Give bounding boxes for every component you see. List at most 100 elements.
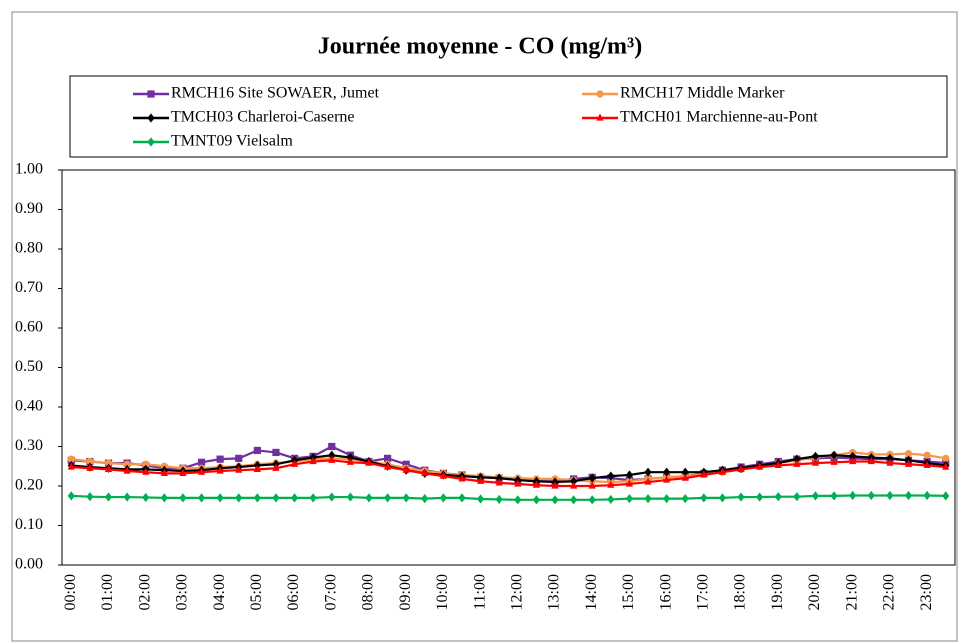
data-point	[923, 460, 931, 469]
y-tick-label: 0.70	[15, 279, 43, 296]
data-point	[197, 467, 206, 475]
legend-label: RMCH16 Site SOWAER, Jumet	[171, 85, 380, 102]
data-point	[625, 479, 634, 487]
data-point	[570, 481, 578, 489]
data-point	[309, 493, 317, 503]
data-point	[179, 468, 187, 476]
data-point	[625, 470, 634, 480]
data-point	[681, 494, 689, 504]
data-point	[253, 446, 261, 455]
data-point	[700, 493, 708, 503]
data-point	[328, 492, 336, 502]
data-point	[830, 457, 838, 465]
data-point	[123, 460, 131, 468]
x-tick-label: 13:00	[546, 574, 563, 610]
data-point	[514, 495, 522, 505]
data-point	[402, 465, 410, 473]
data-point	[718, 467, 727, 475]
data-point	[160, 468, 168, 476]
data-point	[421, 494, 429, 504]
data-point	[383, 454, 392, 462]
y-tick-label: 0.30	[15, 437, 43, 454]
data-point	[849, 456, 857, 465]
data-point	[793, 492, 801, 502]
data-point	[235, 465, 243, 473]
data-point	[663, 475, 671, 483]
x-tick-label: 03:00	[174, 574, 191, 610]
data-point	[216, 466, 224, 474]
data-point	[942, 462, 950, 470]
x-tick-label: 09:00	[397, 574, 414, 610]
y-tick-label: 0.00	[15, 556, 43, 573]
data-point	[849, 451, 857, 461]
data-point	[123, 492, 131, 502]
legend-label: TMCH01 Marchienne-au-Pont	[620, 109, 818, 126]
x-tick-label: 21:00	[843, 574, 860, 610]
x-tick-label: 16:00	[657, 574, 674, 610]
legend-marker	[596, 90, 604, 98]
x-tick-label: 23:00	[918, 574, 935, 610]
data-point	[309, 456, 317, 465]
data-point	[718, 493, 727, 503]
data-point	[142, 467, 150, 475]
data-point	[588, 473, 596, 483]
data-point	[104, 492, 113, 502]
data-point	[86, 457, 94, 466]
legend-label: TMCH03 Charleroi-Caserne	[171, 109, 355, 126]
data-point	[365, 458, 373, 466]
data-point	[663, 494, 671, 504]
data-point	[886, 458, 894, 466]
data-point	[439, 471, 447, 479]
x-tick-label: 02:00	[136, 574, 153, 610]
y-tick-label: 0.80	[15, 240, 43, 257]
data-point	[328, 455, 336, 463]
data-point	[67, 462, 75, 470]
data-point	[793, 459, 801, 467]
data-point	[904, 490, 913, 501]
y-tick-label: 0.40	[15, 398, 43, 415]
data-point	[681, 467, 689, 477]
data-point	[811, 451, 820, 461]
data-point	[867, 490, 875, 501]
data-point	[346, 492, 354, 502]
x-tick-label: 07:00	[322, 574, 339, 610]
y-tick-label: 0.20	[15, 477, 43, 494]
data-point	[495, 478, 503, 486]
data-point	[476, 476, 485, 484]
x-tick-label: 06:00	[285, 574, 302, 610]
data-point	[104, 459, 113, 467]
data-point	[700, 470, 708, 478]
data-point	[886, 453, 894, 463]
data-point	[67, 491, 75, 501]
data-point	[86, 463, 94, 471]
data-point	[104, 464, 113, 473]
data-point	[942, 454, 950, 462]
data-point	[607, 480, 615, 488]
data-point	[737, 492, 745, 502]
x-tick-label: 01:00	[99, 574, 116, 610]
data-point	[570, 495, 578, 505]
data-point	[216, 455, 224, 463]
data-point	[532, 495, 541, 505]
data-point	[923, 451, 931, 459]
data-point	[607, 494, 615, 505]
data-point	[830, 491, 838, 501]
legend-label: RMCH17 Middle Marker	[620, 85, 785, 102]
data-point	[235, 454, 243, 462]
data-point	[346, 457, 354, 465]
data-point	[886, 490, 894, 501]
x-tick-label: 19:00	[769, 574, 786, 610]
data-point	[867, 456, 875, 465]
data-point	[290, 493, 299, 503]
y-tick-label: 1.00	[15, 161, 43, 178]
x-tick-label: 15:00	[620, 574, 637, 610]
data-point	[402, 493, 410, 503]
data-point	[142, 460, 150, 468]
data-point	[383, 493, 392, 503]
data-point	[904, 459, 913, 467]
x-tick-label: 10:00	[434, 574, 451, 610]
data-point	[290, 459, 299, 467]
data-point	[607, 471, 615, 481]
data-point	[142, 492, 150, 503]
